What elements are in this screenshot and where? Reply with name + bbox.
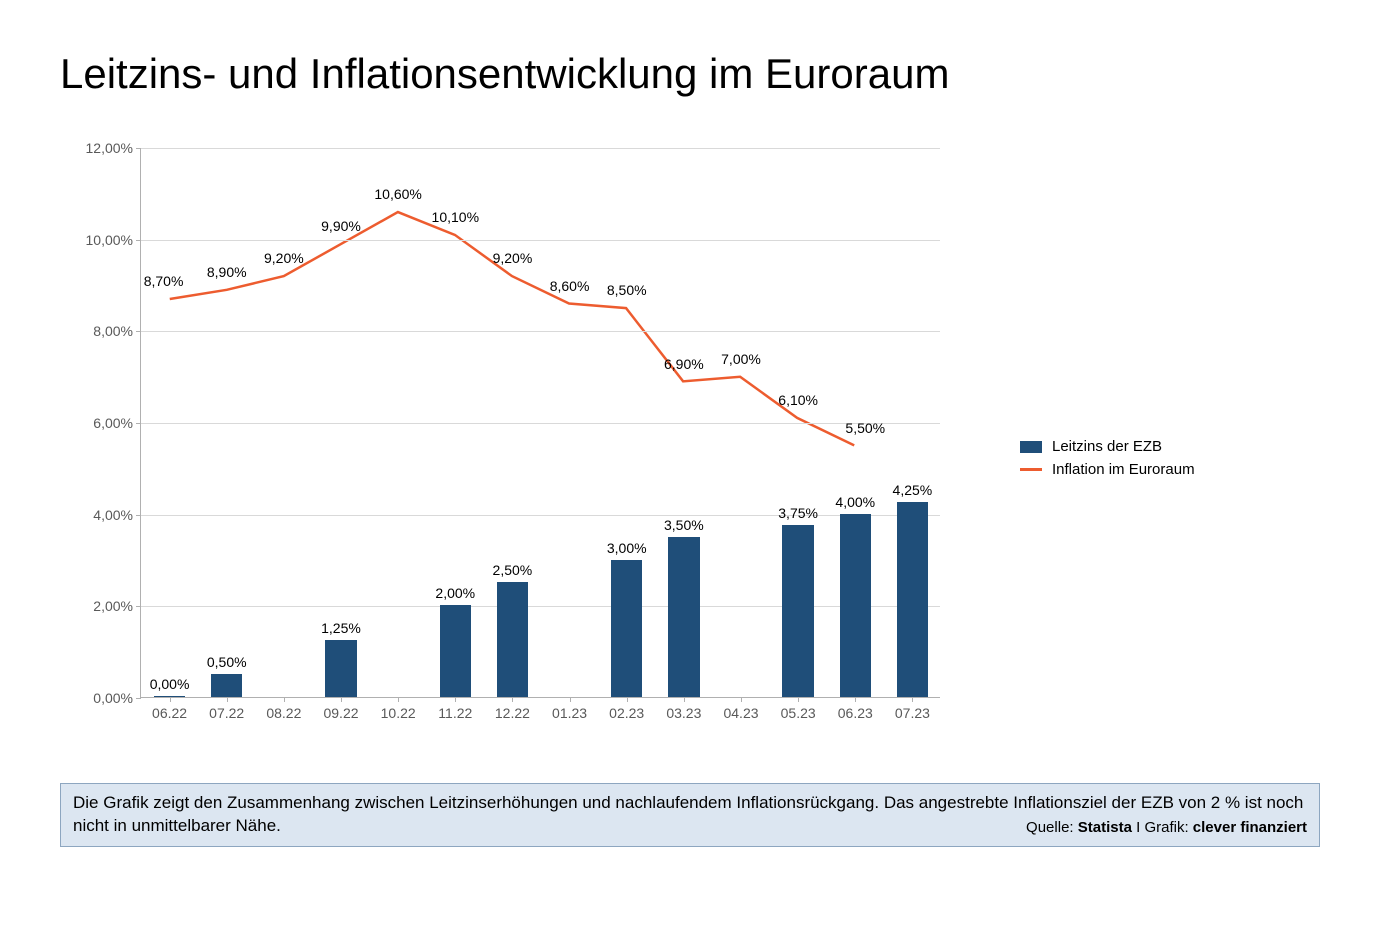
legend-label: Inflation im Euroraum [1052, 461, 1195, 478]
x-tick-label: 08.22 [266, 697, 301, 721]
x-tick-label: 09.22 [323, 697, 358, 721]
legend: Leitzins der EZB Inflation im Euroraum [1020, 438, 1195, 484]
gridline [141, 515, 940, 516]
y-tick-mark [136, 240, 141, 241]
y-tick-mark [136, 148, 141, 149]
bar-value-label: 2,00% [435, 585, 475, 605]
line-series [170, 212, 854, 445]
bar-value-label: 3,75% [778, 505, 818, 525]
y-tick-label: 4,00% [93, 507, 141, 523]
line-value-label: 10,10% [432, 209, 479, 229]
bar: 4,25% [897, 502, 928, 697]
line-value-label: 6,90% [664, 356, 704, 376]
bar: 3,50% [668, 537, 699, 697]
bar-value-label: 0,50% [207, 654, 247, 674]
bar: 0,50% [211, 674, 242, 697]
line-value-label: 7,00% [721, 351, 761, 371]
bar: 2,00% [440, 605, 471, 697]
caption-source-graphic: clever finanziert [1193, 819, 1307, 836]
caption-box: Die Grafik zeigt den Zusammenhang zwisch… [60, 783, 1320, 847]
legend-swatch-bar [1020, 441, 1042, 453]
bar: 0,00% [154, 696, 185, 697]
x-tick-label: 10.22 [381, 697, 416, 721]
x-tick-label: 12.22 [495, 697, 530, 721]
line-value-label: 8,90% [207, 264, 247, 284]
bar: 2,50% [497, 582, 528, 697]
line-value-label: 8,60% [550, 278, 590, 298]
y-tick-mark [136, 606, 141, 607]
x-tick-label: 02.23 [609, 697, 644, 721]
y-tick-label: 8,00% [93, 323, 141, 339]
caption-source: Quelle: Statista I Grafik: clever finanz… [1026, 818, 1307, 838]
x-tick-label: 05.23 [781, 697, 816, 721]
line-value-label: 6,10% [778, 392, 818, 412]
gridline [141, 240, 940, 241]
gridline [141, 331, 940, 332]
x-tick-label: 03.23 [666, 697, 701, 721]
x-tick-label: 01.23 [552, 697, 587, 721]
bar: 3,75% [782, 525, 813, 697]
y-tick-label: 0,00% [93, 690, 141, 706]
x-tick-label: 07.23 [895, 697, 930, 721]
gridline [141, 606, 940, 607]
x-tick-label: 06.23 [838, 697, 873, 721]
line-value-label: 10,60% [374, 186, 421, 206]
bar: 1,25% [325, 640, 356, 697]
legend-item: Leitzins der EZB [1020, 438, 1195, 455]
y-tick-label: 12,00% [86, 140, 141, 156]
x-tick-label: 07.22 [209, 697, 244, 721]
y-tick-mark [136, 423, 141, 424]
bar-value-label: 4,00% [835, 494, 875, 514]
x-tick-label: 06.22 [152, 697, 187, 721]
line-value-label: 9,20% [264, 250, 304, 270]
y-tick-label: 2,00% [93, 598, 141, 614]
bar-value-label: 3,50% [664, 517, 704, 537]
y-tick-mark [136, 331, 141, 332]
y-tick-mark [136, 698, 141, 699]
y-tick-label: 10,00% [86, 232, 141, 248]
chart-area: 0,00% 2,00% 4,00% 6,00% 8,00% 10,00% 12,00% 06.… [60, 138, 980, 738]
caption-source-name: Statista [1078, 819, 1132, 836]
bar-value-label: 2,50% [493, 562, 533, 582]
gridline [141, 423, 940, 424]
legend-swatch-line [1020, 468, 1042, 471]
bar-value-label: 4,25% [893, 482, 933, 502]
x-tick-label: 11.22 [438, 697, 472, 721]
bar-value-label: 1,25% [321, 620, 361, 640]
gridline [141, 148, 940, 149]
line-value-label: 8,50% [607, 282, 647, 302]
bar: 3,00% [611, 560, 642, 698]
chart-title: Leitzins- und Inflationsentwicklung im E… [60, 50, 1339, 98]
line-value-label: 5,50% [845, 420, 885, 440]
line-value-label: 9,90% [321, 218, 361, 238]
caption-source-sep: I Grafik: [1132, 819, 1193, 836]
bar: 4,00% [840, 514, 871, 697]
plot-region: 0,00%2,00%4,00%6,00%8,00%10,00%12,00%06.… [140, 148, 940, 698]
line-value-label: 8,70% [144, 273, 184, 293]
bar-value-label: 3,00% [607, 540, 647, 560]
bar-value-label: 0,00% [150, 676, 190, 696]
legend-label: Leitzins der EZB [1052, 438, 1162, 455]
line-value-label: 9,20% [493, 250, 533, 270]
legend-item: Inflation im Euroraum [1020, 461, 1195, 478]
x-tick-label: 04.23 [723, 697, 758, 721]
caption-source-prefix: Quelle: [1026, 819, 1078, 836]
y-tick-mark [136, 515, 141, 516]
y-tick-label: 6,00% [93, 415, 141, 431]
